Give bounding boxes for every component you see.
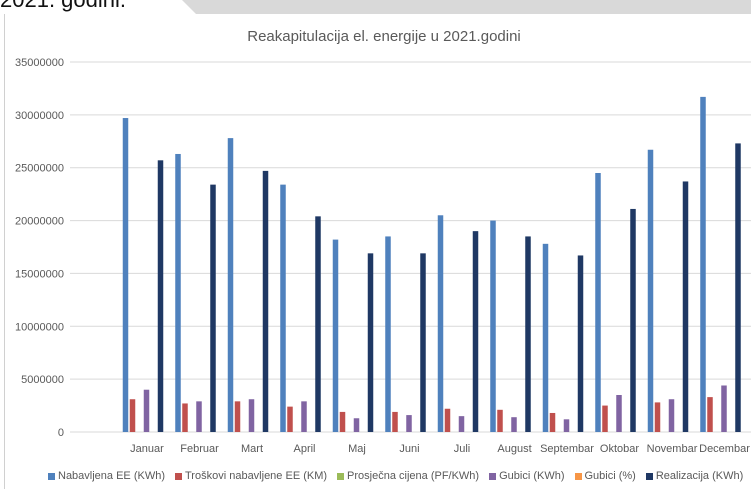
y-tick-label: 0	[58, 427, 64, 439]
legend-label: Troškovi nabavljene EE (KM)	[185, 470, 328, 482]
bar	[682, 181, 689, 432]
y-tick-label: 5000000	[21, 374, 64, 386]
bar	[630, 208, 636, 432]
bars	[122, 96, 741, 433]
legend-label: Gubici (%)	[584, 470, 636, 482]
bar	[315, 216, 321, 432]
x-tick-label: April	[293, 443, 315, 455]
bar	[700, 96, 706, 432]
bar	[280, 184, 286, 432]
bar	[182, 403, 188, 432]
bar	[332, 239, 339, 432]
bar	[595, 173, 601, 432]
x-tick-label: Juni	[399, 443, 419, 455]
bar	[511, 417, 517, 432]
bar	[542, 243, 549, 432]
legend-item: Gubici (%)	[574, 470, 636, 482]
bar	[367, 253, 374, 432]
legend-label: Nabavljena EE (KWh)	[58, 470, 165, 482]
y-axis-ticks: 0 5000000 10000000 15000000 20000000 25000000…	[15, 57, 64, 439]
bar	[227, 138, 234, 432]
y-tick-label: 15000000	[15, 268, 64, 280]
y-tick-label: 10000000	[15, 321, 64, 333]
bar	[122, 118, 129, 433]
chart-frame	[4, 14, 751, 489]
x-tick-label: Juli	[454, 443, 471, 455]
y-tick-label: 35000000	[15, 57, 64, 69]
bar	[143, 389, 150, 432]
bar	[563, 419, 570, 432]
legend-swatch	[175, 472, 182, 480]
legend: Nabavljena EE (KWh) Troškovi nabavljene E…	[48, 468, 748, 484]
x-tick-label: Februar	[180, 443, 219, 455]
bar	[262, 170, 269, 432]
bar	[353, 418, 360, 432]
y-tick-label: 20000000	[15, 216, 64, 228]
bar	[157, 160, 164, 433]
bar	[248, 399, 255, 432]
bar	[721, 385, 727, 432]
bar	[392, 411, 398, 432]
bar	[735, 143, 741, 432]
legend-item: Gubici (KWh)	[489, 470, 565, 482]
legend-label: Realizacija (KWh)	[655, 470, 744, 482]
y-tick-label: 30000000	[15, 110, 64, 122]
header-fragment-text: 2021. godini.	[0, 0, 126, 13]
x-tick-label: August	[497, 443, 531, 455]
legend-item: Nabavljena EE (KWh)	[48, 470, 165, 482]
x-tick-label: Septembar	[540, 443, 594, 455]
x-tick-label: Januar	[130, 443, 164, 455]
bar	[129, 399, 136, 432]
legend-item: Realizacija (KWh)	[645, 470, 744, 482]
legend-item: Prosječna cijena (PF/KWh)	[337, 470, 479, 482]
bar	[707, 397, 713, 432]
bar	[490, 220, 496, 432]
legend-item: Troškovi nabavljene EE (KM)	[175, 470, 327, 482]
x-tick-label: Maj	[348, 443, 366, 455]
bar	[458, 416, 465, 432]
legend-swatch	[337, 472, 345, 480]
bar	[210, 184, 216, 432]
legend-swatch	[574, 472, 582, 480]
bar	[234, 401, 241, 432]
header-fragment-strip: 2021. godini.	[0, 0, 751, 14]
bar	[602, 405, 608, 432]
chart-title: Reakapitulacija el. energije u 2021.godi…	[247, 28, 521, 45]
x-tick-label: Decembar	[699, 443, 750, 455]
bar	[301, 401, 307, 432]
bar	[437, 215, 444, 432]
bar	[385, 236, 391, 432]
bar	[444, 408, 451, 432]
header-gray-band	[182, 0, 751, 14]
bar	[406, 415, 412, 432]
bar	[497, 409, 503, 432]
x-tick-label: Oktobar	[600, 443, 639, 455]
bar	[175, 153, 181, 432]
legend-swatch	[645, 472, 653, 480]
bar	[472, 231, 479, 432]
legend-swatch	[489, 472, 497, 480]
bar	[616, 395, 622, 432]
legend-swatch	[48, 472, 55, 480]
bar	[668, 399, 675, 432]
bar	[647, 149, 654, 432]
x-axis-ticks: Januar Februar Mart April Maj Juni Juli August S…	[130, 443, 750, 455]
bar	[420, 253, 426, 432]
bar	[287, 406, 293, 432]
bar	[196, 401, 202, 432]
bar	[654, 402, 661, 432]
x-tick-label: Mart	[241, 443, 263, 455]
legend-label: Gubici (KWh)	[499, 470, 565, 482]
x-tick-label: Novembar	[647, 443, 698, 455]
bar	[577, 255, 584, 432]
legend-label: Prosječna cijena (PF/KWh)	[347, 470, 480, 482]
bar	[549, 412, 556, 432]
bar	[525, 236, 531, 432]
bar	[339, 411, 346, 432]
y-tick-label: 25000000	[15, 163, 64, 175]
